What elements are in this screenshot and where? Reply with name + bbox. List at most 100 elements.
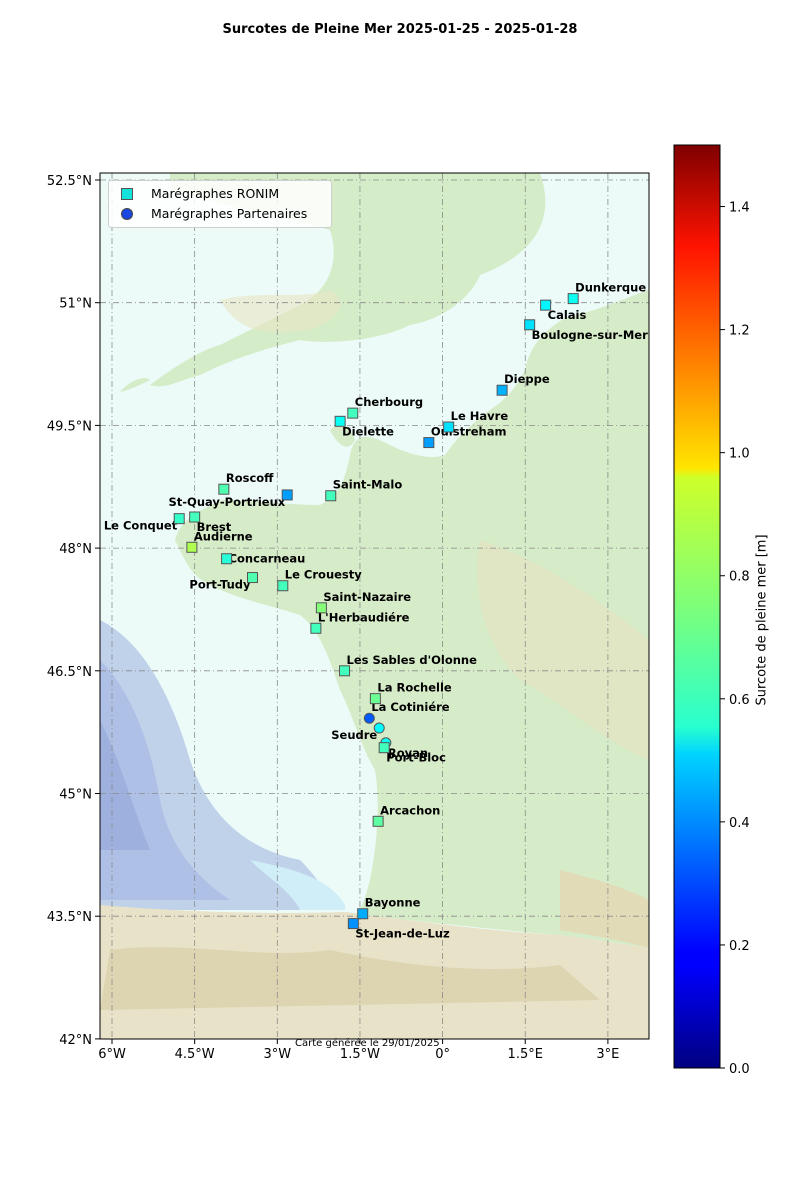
station-label-saint-nazaire: Saint-Nazaire	[323, 590, 411, 604]
partner-circle-icon	[121, 207, 133, 220]
legend: Marégraphes RONIM Marégraphes Partenaire…	[108, 180, 332, 228]
station-symbols	[173, 293, 579, 930]
station-label-dielette: Dielette	[342, 424, 394, 438]
station-label-bayonne: Bayonne	[365, 896, 421, 910]
pyrenees-relief	[100, 947, 600, 1010]
legend-ronim: Marégraphes RONIM	[121, 186, 279, 201]
station-label-arcachon: Arcachon	[380, 803, 440, 817]
station-label-la-cotini-re: La Cotiniére	[371, 700, 449, 714]
colorbar-tick-label: 0.8	[729, 570, 750, 585]
ronim-marker-dunkerque[interactable]	[567, 293, 579, 305]
ronim-marker-les-sables-d-olonne[interactable]	[339, 665, 351, 677]
cornwall-land	[120, 378, 150, 392]
y-tick-label: 45°N	[59, 788, 92, 803]
france-land	[175, 290, 649, 948]
y-axis-ticks: 52.5°N 51°N 49.5°N 48°N 46.5°N 45°N 43.5°N 42°N	[47, 174, 100, 1048]
map-frame	[99, 172, 650, 1040]
ronim-marker-concarneau[interactable]	[221, 553, 233, 565]
ronim-marker-dieppe[interactable]	[496, 384, 508, 396]
station-label-le-conquet: Le Conquet	[104, 519, 178, 533]
y-tick-label: 46.5°N	[47, 665, 92, 680]
x-tick-label: 1.5°W	[340, 1047, 380, 1062]
colorbar-ticks: 0.0 0.2 0.4 0.6 0.8 1.0 1.2 1.4	[720, 201, 750, 1077]
station-label-brest: Brest	[197, 520, 232, 534]
station-label-la-rochelle: La Rochelle	[377, 681, 452, 695]
ronim-marker-port-tudy[interactable]	[247, 572, 259, 584]
massif-central-relief	[477, 540, 649, 760]
station-label-le-havre: Le Havre	[451, 409, 509, 423]
ronim-marker-le-conquet[interactable]	[173, 513, 185, 525]
station-label-boulogne-sur-mer: Boulogne-sur-Mer	[532, 328, 648, 342]
station-label-seudre: Seudre	[331, 728, 377, 742]
station-label-cherbourg: Cherbourg	[355, 395, 423, 409]
y-tick-label: 51°N	[59, 297, 92, 312]
map-background	[100, 173, 649, 1039]
colorbar-gradient	[673, 144, 721, 1069]
colorbar: 0.0 0.2 0.4 0.6 0.8 1.0 1.2 1.4	[673, 144, 750, 1077]
station-labels: Dunkerque Calais Boulogne-sur-Mer Dieppe Le …	[104, 281, 648, 941]
ronim-marker-arcachon[interactable]	[372, 815, 384, 827]
ronim-marker-audierne[interactable]	[186, 541, 198, 553]
colorbar-tick-label: 0.6	[729, 693, 750, 708]
x-tick-label: 0°	[435, 1047, 450, 1062]
ronim-marker-saint-malo[interactable]	[325, 490, 337, 502]
ronim-marker-le-crouesty[interactable]	[277, 580, 289, 592]
map-title: Surcotes de Pleine Mer 2025-01-25 - 2025…	[222, 22, 578, 37]
ronim-marker-boulogne-sur-mer[interactable]	[524, 319, 536, 331]
abyssal-deep-area	[100, 720, 150, 850]
partner-marker-seudre[interactable]	[373, 722, 385, 734]
station-label-dunkerque: Dunkerque	[575, 281, 646, 295]
x-tick-label: 6°W	[98, 1047, 126, 1062]
legend-partners: Marégraphes Partenaires	[121, 206, 307, 221]
alps-relief	[560, 870, 649, 948]
y-tick-label: 52.5°N	[47, 174, 92, 189]
colorbar-label-wrap: Surcote de pleine mer [m]	[752, 534, 772, 705]
partner-marker-la-cotini-re[interactable]	[363, 712, 375, 724]
ronim-marker-ouistreham[interactable]	[423, 437, 435, 449]
station-label-st-jean-de-luz: St-Jean-de-Luz	[355, 927, 450, 941]
station-label-ouistreham: Ouistreham	[431, 425, 507, 439]
ronim-marker-calais[interactable]	[540, 299, 552, 311]
x-tick-label: 3°E	[596, 1047, 619, 1062]
station-markers: Dunkerque Calais Boulogne-sur-Mer Dieppe Le …	[104, 281, 648, 941]
ronim-marker-cherbourg[interactable]	[347, 407, 359, 419]
england-relief	[220, 290, 341, 333]
station-label-dieppe: Dieppe	[504, 372, 550, 386]
station-label-port-tudy: Port-Tudy	[189, 578, 251, 592]
ronim-marker-bayonne[interactable]	[357, 908, 369, 920]
station-label-roscoff: Roscoff	[226, 471, 274, 485]
y-tick-label: 43.5°N	[47, 910, 92, 925]
station-label-les-sables-d-olonne: Les Sables d'Olonne	[347, 653, 478, 667]
ronim-marker-brest[interactable]	[189, 511, 201, 523]
ronim-marker-le-havre[interactable]	[443, 421, 455, 433]
generation-date: Carte générée le 29/01/2025	[295, 1038, 440, 1049]
ronim-marker-roscoff[interactable]	[218, 483, 230, 495]
colorbar-tick-label: 0.4	[729, 816, 750, 831]
y-tick-label: 42°N	[59, 1033, 92, 1048]
colorbar-tick-label: 1.2	[729, 324, 750, 339]
ronim-marker-port-bloc[interactable]	[378, 742, 390, 754]
station-label-calais: Calais	[548, 308, 587, 322]
ronim-marker-dielette[interactable]	[334, 415, 346, 427]
station-label-audierne: Audierne	[194, 529, 253, 543]
x-tick-label: 4.5°W	[175, 1047, 215, 1062]
ronim-marker-la-rochelle[interactable]	[369, 693, 381, 705]
station-label-st-quay-portrieux: St-Quay-Portrieux	[168, 495, 285, 509]
colorbar-tick-label: 0.0	[729, 1062, 750, 1077]
shelf-area	[250, 860, 345, 910]
station-label-port-bloc: Port-Bloc	[386, 751, 446, 765]
ronim-marker-saint-nazaire[interactable]	[315, 602, 327, 614]
cotentin-land	[330, 424, 355, 447]
england-land	[150, 173, 546, 387]
colorbar-tick-label: 1.4	[729, 201, 750, 216]
colorbar-label: Surcote de pleine mer [m]	[754, 534, 770, 706]
x-axis-ticks: 6°W 4.5°W 3°W 1.5°W 0° 1.5°E 3°E	[98, 1039, 619, 1062]
station-label-saint-malo: Saint-Malo	[333, 478, 403, 492]
colorbar-tick-label: 1.0	[729, 447, 750, 462]
ronim-marker-st-jean-de-luz[interactable]	[347, 918, 359, 930]
ronim-marker-st-quay-portrieux[interactable]	[281, 489, 293, 501]
x-tick-label: 3°W	[263, 1047, 291, 1062]
ronim-marker-l-herbaudi-re[interactable]	[310, 622, 322, 634]
station-label-l-herbaudi-re: L'Herbaudiére	[318, 610, 410, 624]
